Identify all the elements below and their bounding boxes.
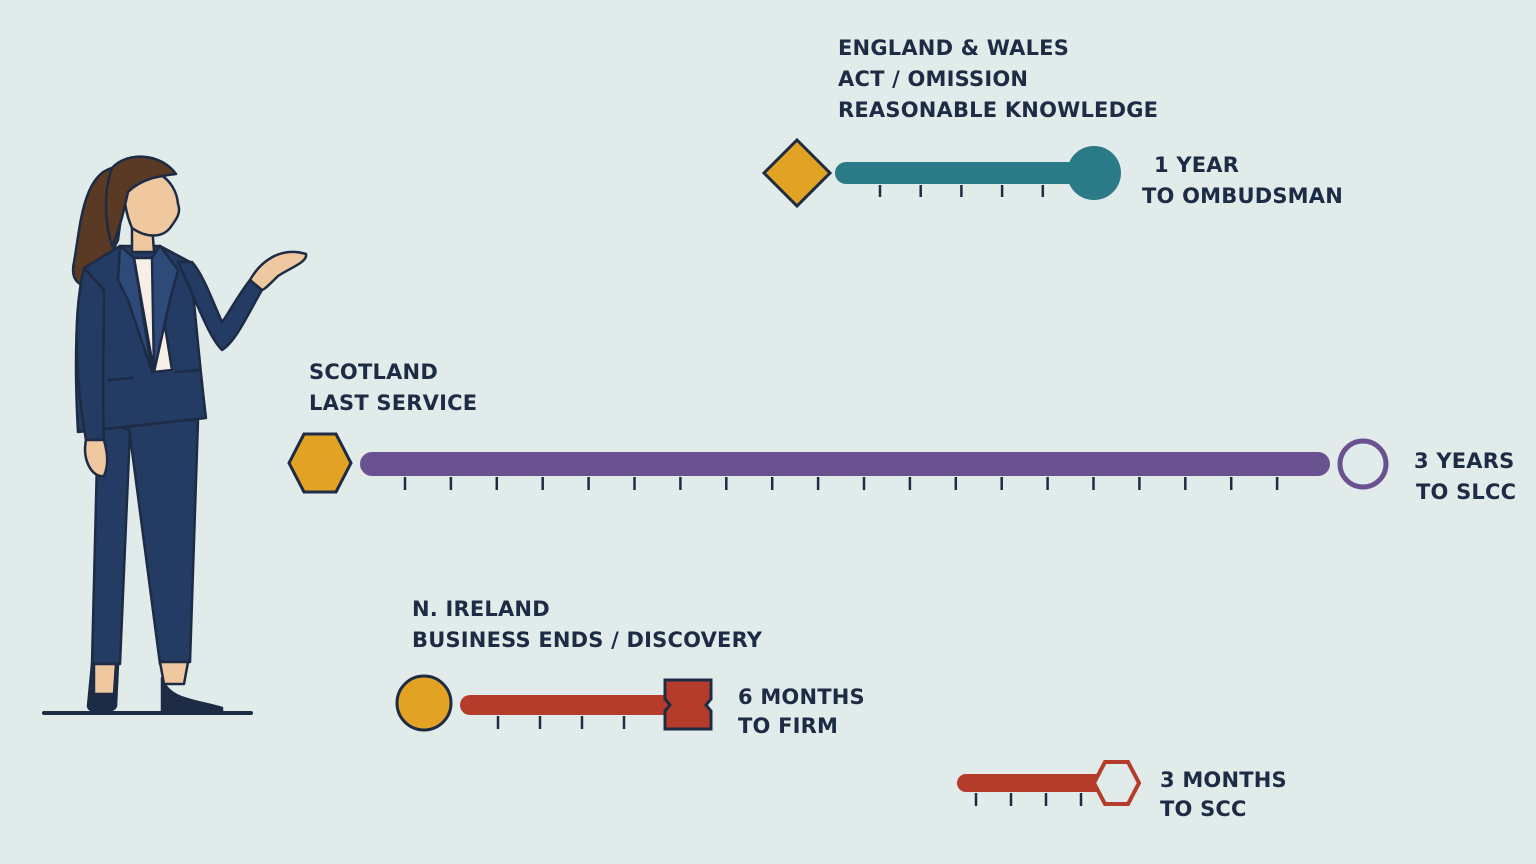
right-pocket (174, 368, 202, 374)
n-ireland-line-2: BUSINESS ENDS / DISCOVERY (412, 628, 763, 652)
tick-group (974, 793, 1083, 806)
tick-group (403, 477, 1279, 490)
right-hand (248, 250, 308, 292)
scc-duration: 3 MONTHS (1160, 768, 1287, 792)
n-ireland-result: 6 MONTHS TO FIRM (738, 683, 865, 741)
presenter-figure (42, 155, 308, 715)
tick-group (496, 716, 626, 729)
start-hexagon-marker (287, 432, 353, 494)
england-wales-result: 1 YEAR TO OMBUDSMAN (1142, 150, 1343, 212)
scc-result: 3 MONTHS TO SCC (1160, 766, 1287, 824)
end-filled-circle-marker (1067, 146, 1121, 200)
right-leg (126, 418, 200, 666)
england-wales-destination: TO OMBUDSMAN (1142, 184, 1343, 208)
england-wales-line-3: REASONABLE KNOWLEDGE (838, 98, 1159, 122)
england-wales-line-1: ENGLAND & WALES (838, 36, 1070, 60)
scotland-result: 3 YEARS TO SLCC (1414, 446, 1516, 508)
england-wales-labels: ENGLAND & WALES ACT / OMISSION REASONABL… (838, 33, 1158, 126)
n-ireland-labels: N. IRELAND BUSINESS ENDS / DISCOVERY (412, 594, 762, 656)
left-pocket (106, 376, 134, 382)
scotland-labels: SCOTLAND LAST SERVICE (309, 357, 477, 419)
timeline-n-ireland (395, 674, 713, 732)
right-shoe (160, 676, 224, 714)
start-circle-marker (395, 674, 453, 732)
end-notched-square-marker (663, 678, 713, 731)
timeline-n-ireland-scc (957, 760, 1142, 806)
scotland-destination: TO SLCC (1416, 480, 1517, 504)
tick-group (878, 185, 1045, 197)
start-diamond-marker (761, 137, 833, 209)
scc-destination: TO SCC (1160, 797, 1247, 821)
timeline-scotland (287, 432, 1389, 494)
n-ireland-destination: TO FIRM (738, 714, 839, 738)
scotland-duration: 3 YEARS (1414, 449, 1515, 473)
left-hand (83, 438, 109, 478)
left-ankle (92, 662, 118, 696)
end-open-circle-marker (1337, 438, 1389, 490)
england-wales-line-2: ACT / OMISSION (838, 67, 1029, 91)
right-lapel (150, 244, 180, 374)
england-wales-duration: 1 YEAR (1154, 153, 1240, 177)
timeline-england-wales (761, 137, 1121, 209)
scotland-line-1: SCOTLAND (309, 360, 438, 384)
n-ireland-line-1: N. IRELAND (412, 597, 550, 621)
scotland-line-2: LAST SERVICE (309, 391, 478, 415)
right-ankle (158, 660, 190, 686)
n-ireland-duration: 6 MONTHS (738, 685, 865, 709)
hair-front (104, 155, 178, 248)
end-open-hexagon-marker (1091, 760, 1142, 806)
left-lapel (116, 244, 154, 374)
